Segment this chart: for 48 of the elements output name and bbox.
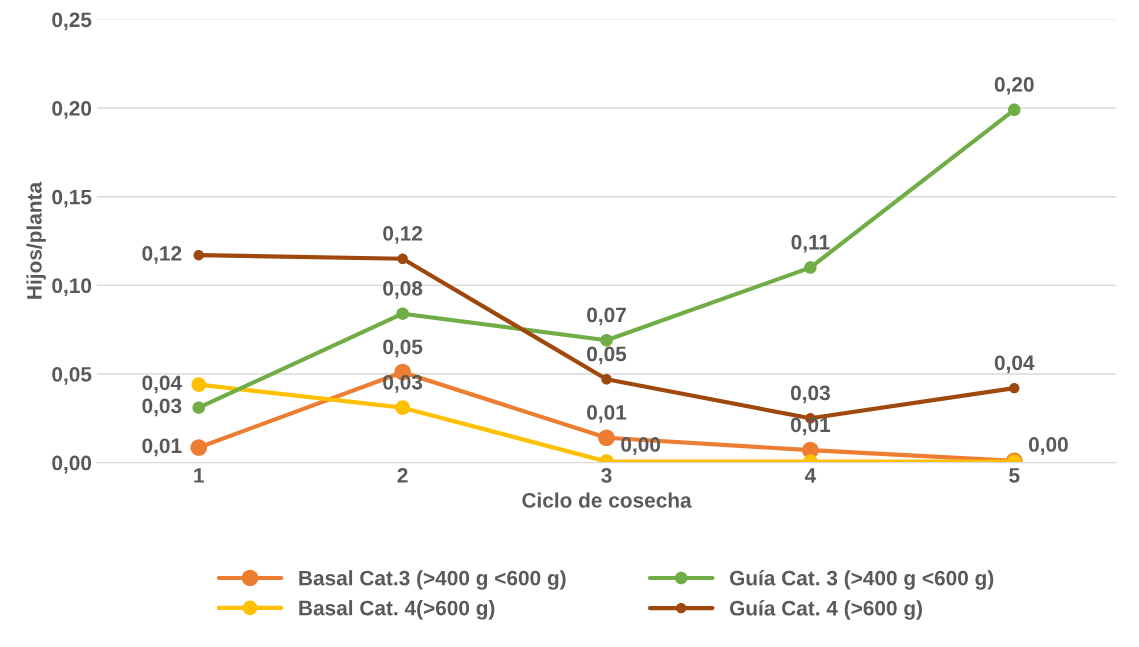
point bbox=[191, 377, 207, 392]
point bbox=[804, 261, 817, 274]
data-label: 0,08 bbox=[383, 280, 423, 299]
x-tick-label: 1 bbox=[194, 468, 204, 483]
point bbox=[396, 307, 409, 320]
y-tick-label: 0,25 bbox=[52, 12, 92, 31]
data-label: 0,00 bbox=[1028, 437, 1068, 455]
legend-label: Basal Cat.3 (>400 g <600 g) bbox=[299, 570, 566, 590]
x-tick-label: 3 bbox=[601, 468, 612, 483]
data-label: 0,03 bbox=[383, 374, 423, 393]
point bbox=[1009, 382, 1020, 394]
y-tick-label: 0,05 bbox=[52, 366, 92, 385]
data-label: 0,05 bbox=[587, 346, 627, 365]
data-label: 0,01 bbox=[142, 438, 182, 457]
data-label: 0,01 bbox=[587, 405, 627, 423]
x-tick-label: 4 bbox=[804, 468, 817, 483]
data-label: 0,04 bbox=[994, 355, 1035, 374]
point bbox=[193, 249, 204, 261]
data-label: 0,12 bbox=[383, 225, 423, 244]
y-tick-label: 0,00 bbox=[52, 455, 92, 474]
data-label: 0,12 bbox=[142, 246, 182, 264]
data-label: 0,11 bbox=[791, 234, 830, 253]
data-label: 0,03 bbox=[790, 385, 830, 404]
y-axis-title: Hijos/planta bbox=[26, 181, 46, 299]
x-tick-label: 5 bbox=[1009, 468, 1020, 483]
data-label: 0,03 bbox=[142, 398, 182, 417]
y-tick-label: 0,15 bbox=[52, 189, 92, 208]
point bbox=[397, 253, 408, 264]
x-tick-label: 2 bbox=[397, 468, 408, 483]
point bbox=[395, 400, 410, 415]
point bbox=[598, 429, 615, 447]
point bbox=[600, 334, 613, 347]
y-tick-label: 0,10 bbox=[52, 278, 92, 297]
x-axis-title: Ciclo de cosecha bbox=[522, 492, 692, 508]
y-tick-label: 0,20 bbox=[52, 101, 92, 119]
data-label: 0,00 bbox=[621, 437, 661, 455]
data-label: 0,01 bbox=[790, 417, 831, 436]
legend-label: Guía Cat. 3 (>400 g <600 g) bbox=[729, 569, 994, 590]
data-label: 0,05 bbox=[383, 339, 423, 358]
legend-label: Guía Cat. 4 (>600 g) bbox=[729, 600, 922, 620]
data-label: 0,20 bbox=[994, 77, 1034, 95]
point bbox=[190, 439, 208, 456]
point bbox=[601, 374, 612, 385]
point bbox=[192, 401, 206, 414]
data-label: 0,07 bbox=[587, 307, 626, 326]
legend-label: Basal Cat. 4(>600 g) bbox=[299, 600, 495, 620]
data-label: 0,04 bbox=[142, 375, 182, 394]
point bbox=[1008, 103, 1021, 117]
